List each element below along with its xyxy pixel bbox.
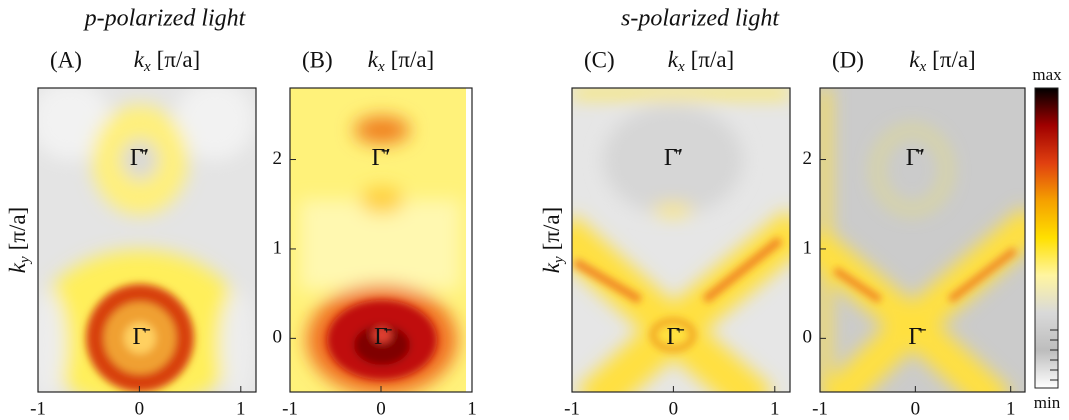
point-label: Γ̄′ — [371, 145, 390, 171]
plot-frame — [571, 87, 791, 393]
x-tick-label: 1 — [770, 398, 780, 419]
plot-frame — [819, 87, 1026, 393]
label-sub: x — [919, 59, 927, 75]
axis-label: ky [π/a] — [5, 207, 33, 273]
x-tick-label: 0 — [911, 398, 921, 419]
axis-label: kx [π/a] — [668, 47, 734, 75]
x-tick-label: -1 — [812, 398, 828, 419]
point-label: Γ̄′ — [906, 145, 925, 171]
plot-frame — [37, 87, 257, 393]
label-sub: x — [677, 59, 685, 75]
y-tick-label: 0 — [803, 327, 813, 348]
y-tick-label: 0 — [273, 327, 283, 348]
label-sub: x — [143, 59, 151, 75]
label-symbol: k — [368, 47, 379, 72]
label-symbol: k — [539, 262, 564, 273]
group-title: s-polarized light — [621, 6, 780, 32]
point-label: Γ̄ — [132, 324, 150, 350]
label-unit: [π/a] — [691, 47, 735, 72]
x-tick-label: 1 — [236, 398, 246, 419]
heatmap-a — [38, 88, 256, 392]
point-label: Γ̄ — [908, 324, 926, 350]
axis-label: ky [π/a] — [539, 207, 567, 273]
y-tick-label: 2 — [273, 148, 283, 169]
label-symbol: k — [668, 47, 679, 72]
y-tick-label: 1 — [273, 237, 283, 258]
axis-label: kx [π/a] — [134, 47, 200, 75]
heatmap-d — [820, 88, 1025, 392]
label-unit: [π/a] — [932, 47, 976, 72]
x-tick-label: 1 — [1006, 398, 1016, 419]
panel-label: (B) — [302, 47, 333, 72]
heatmap-c — [572, 88, 790, 392]
y-tick-label: 1 — [803, 237, 813, 258]
axis-label: kx [π/a] — [368, 47, 434, 75]
label-symbol: k — [134, 47, 145, 72]
panel-label: (C) — [584, 47, 615, 72]
x-tick-label: -1 — [30, 398, 46, 419]
x-tick-label: 0 — [669, 398, 679, 419]
x-tick-label: 0 — [376, 398, 386, 419]
label-sub: x — [377, 59, 385, 75]
panel-label: (A) — [50, 47, 82, 72]
label-symbol: k — [909, 47, 920, 72]
point-label: Γ̄ — [374, 324, 392, 350]
label-unit: [π/a] — [539, 207, 564, 251]
point-label: Γ̄′ — [664, 145, 683, 171]
y-tick-label: 2 — [803, 148, 813, 169]
x-tick-label: -1 — [282, 398, 298, 419]
x-tick-label: -1 — [564, 398, 580, 419]
x-tick-label: 1 — [467, 398, 477, 419]
panel-label: (D) — [832, 47, 864, 72]
colorbar-max: max — [1032, 65, 1062, 84]
axis-label: kx [π/a] — [909, 47, 975, 75]
colorbar-min: min — [1034, 393, 1061, 412]
label-symbol: k — [5, 262, 30, 273]
x-tick-label: 0 — [135, 398, 145, 419]
label-sub: y — [551, 256, 567, 265]
label-unit: [π/a] — [157, 47, 201, 72]
group-title: p-polarized light — [83, 6, 247, 32]
label-sub: y — [17, 256, 33, 265]
label-unit: [π/a] — [391, 47, 435, 72]
heatmap-b — [290, 88, 472, 392]
point-label: Γ̄′ — [130, 145, 149, 171]
label-unit: [π/a] — [5, 207, 30, 251]
point-label: Γ̄ — [666, 324, 684, 350]
colorbar — [1034, 87, 1059, 389]
